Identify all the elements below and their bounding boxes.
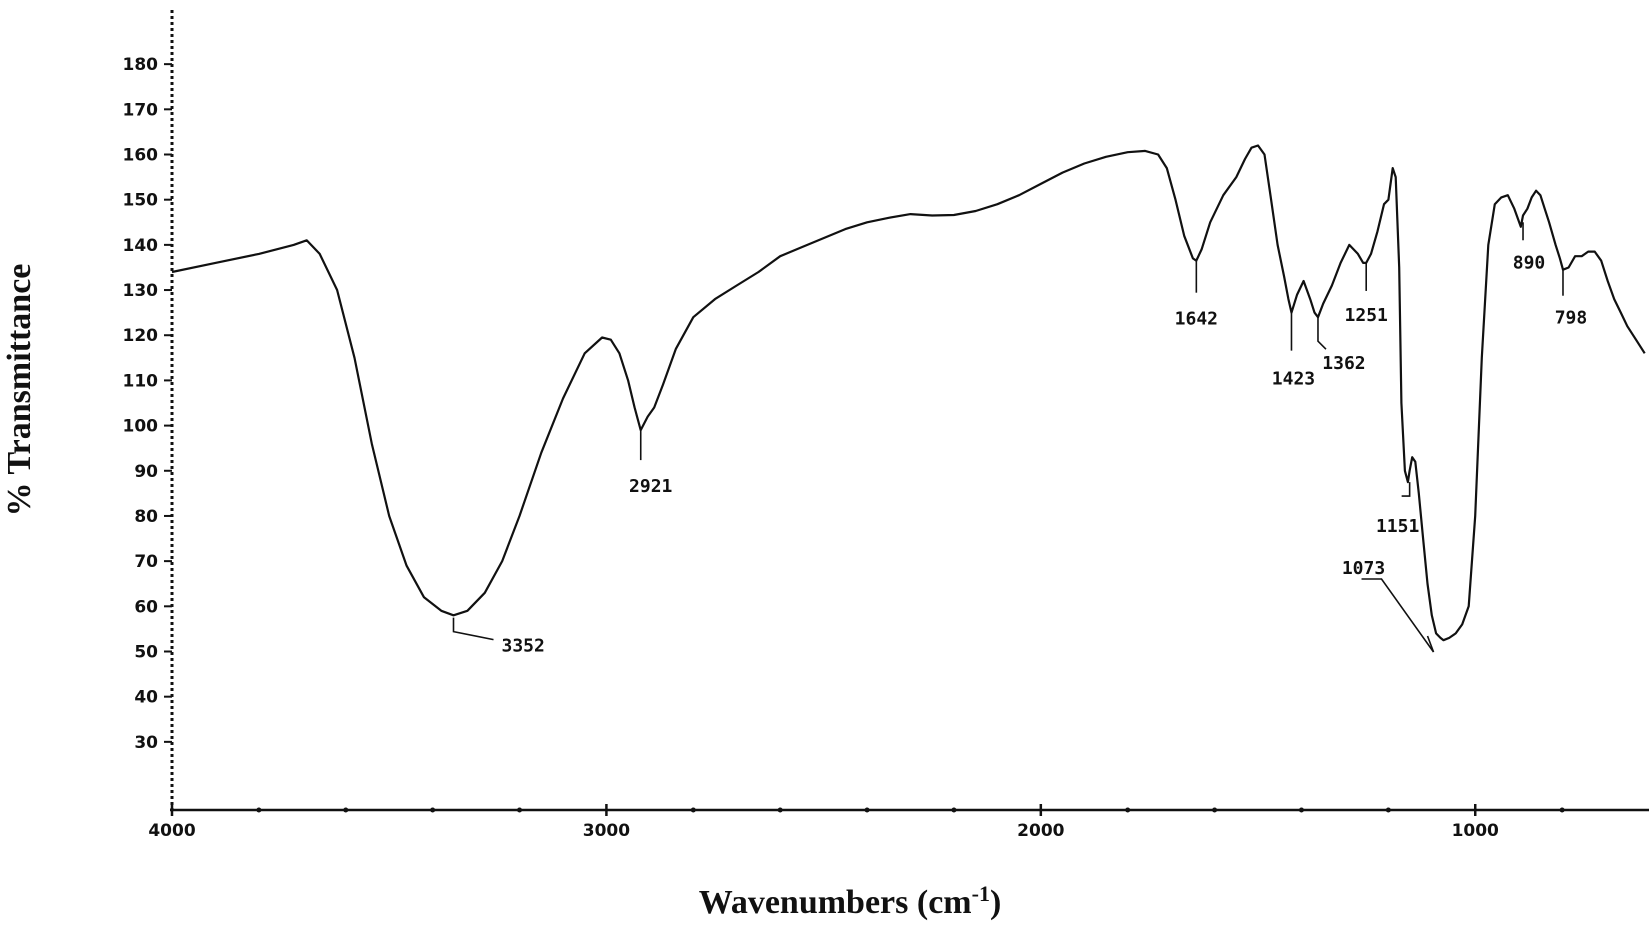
y-tick-label: 160 xyxy=(123,146,159,166)
x-axis-title-close: ) xyxy=(990,884,1001,921)
x-minor-tick-mark xyxy=(256,807,262,813)
x-tick-label: 2000 xyxy=(1017,821,1064,841)
x-axis-title-main: Wavenumbers (cm xyxy=(699,884,972,921)
x-ticks: 4000 3000 2000 1000 xyxy=(148,804,1565,841)
y-tick-label: 100 xyxy=(123,417,159,437)
x-minor-tick-mark xyxy=(864,807,870,813)
y-tick-label: 30 xyxy=(134,733,158,753)
x-tick-label: 4000 xyxy=(148,821,195,841)
peak-label: 2921 xyxy=(629,476,672,497)
y-tick-label: 150 xyxy=(123,191,159,211)
y-tick-label: 80 xyxy=(134,507,158,527)
peak-label: 1423 xyxy=(1272,369,1315,390)
x-minor-tick-mark xyxy=(1125,807,1131,813)
spectrum-line xyxy=(171,144,1646,642)
y-tick-label: 90 xyxy=(134,462,158,482)
y-tick-label: 70 xyxy=(134,552,158,572)
peak-label: 1362 xyxy=(1322,353,1365,374)
x-axis-title-superscript: -1 xyxy=(972,881,990,906)
x-tick-label: 1000 xyxy=(1452,821,1499,841)
y-tick-label: 130 xyxy=(123,281,159,301)
peak-leader-line xyxy=(1426,635,1435,653)
peak-label: 1642 xyxy=(1175,309,1218,330)
peak-leader-line xyxy=(452,617,494,641)
y-tick-label: 140 xyxy=(123,236,159,256)
series-layer xyxy=(171,144,1646,642)
x-minor-tick-mark xyxy=(951,807,957,813)
y-tick-label: 110 xyxy=(123,371,159,391)
y-tick-label: 40 xyxy=(134,688,158,708)
y-tick-label: 180 xyxy=(123,55,159,75)
axes xyxy=(170,10,1649,812)
peak-leader-line xyxy=(1317,317,1327,350)
y-axis-title: % Transmittance xyxy=(1,264,38,517)
x-axis-title: Wavenumbers (cm-1) xyxy=(699,881,1002,921)
x-minor-tick-mark xyxy=(343,807,349,813)
x-minor-tick-mark xyxy=(517,807,523,813)
peak-leader-line xyxy=(1361,578,1435,653)
y-tick-label: 60 xyxy=(134,597,158,617)
y-tick-label: 120 xyxy=(123,326,159,346)
peak-label: 1073 xyxy=(1342,558,1385,579)
x-minor-tick-mark xyxy=(1559,807,1565,813)
x-minor-tick-mark xyxy=(1385,807,1391,813)
x-minor-tick-mark xyxy=(690,807,696,813)
peak-label: 890 xyxy=(1513,252,1546,273)
peak-label: 1251 xyxy=(1345,305,1388,326)
peak-label: 1151 xyxy=(1376,516,1419,537)
y-ticks: 30 40 50 60 70 80 90 100 110 120 130 140 150 160 170 18… xyxy=(123,55,172,753)
y-tick-label: 170 xyxy=(123,100,159,120)
x-minor-tick-mark xyxy=(1212,807,1218,813)
x-minor-tick-mark xyxy=(430,807,436,813)
peak-annotations: 3352 2921 1642 1423 1362 1251 1151 1073 890 798 xyxy=(452,222,1588,657)
x-minor-tick-mark xyxy=(1298,807,1304,813)
x-tick-label: 3000 xyxy=(583,821,630,841)
peak-label: 3352 xyxy=(501,636,544,657)
peak-label: 798 xyxy=(1555,308,1588,329)
x-minor-tick-mark xyxy=(777,807,783,813)
y-tick-label: 50 xyxy=(134,642,158,662)
peak-leader-line xyxy=(1401,482,1411,497)
